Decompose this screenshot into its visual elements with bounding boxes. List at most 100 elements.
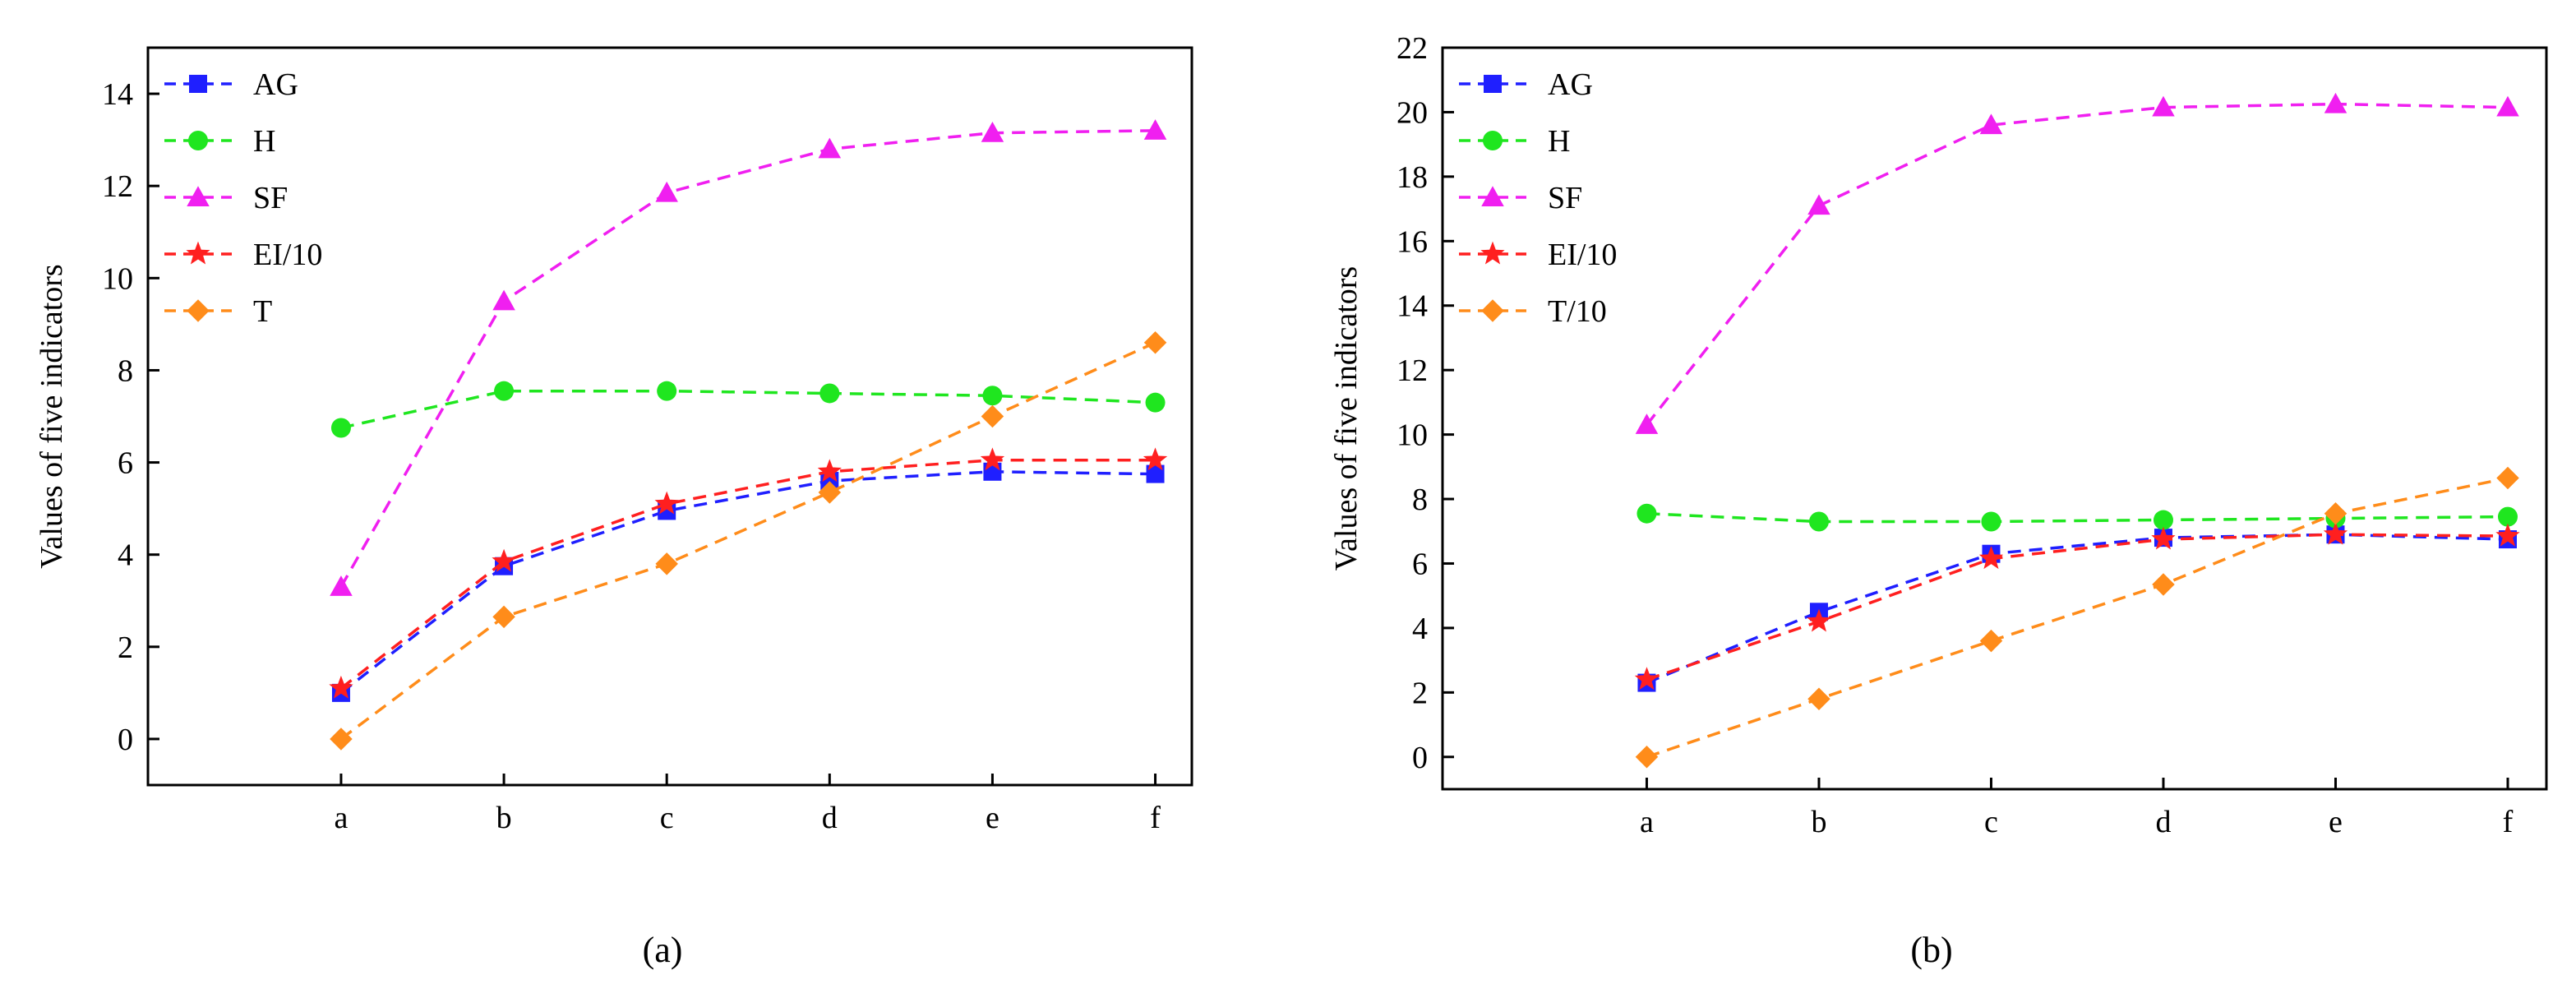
x-tick-label: d [822, 801, 838, 835]
data-point-t [330, 728, 353, 751]
legend-label: EI/10 [253, 238, 322, 272]
series-line-sf [339, 129, 1156, 588]
series-line-t [339, 341, 1156, 741]
y-tick-label: 12 [102, 169, 133, 204]
data-point-h [330, 418, 351, 438]
y-tick-label: 16 [1396, 224, 1428, 259]
data-point-t-10 [1807, 687, 1830, 710]
y-tick-label: 0 [118, 723, 133, 757]
x-tick-label: e [986, 801, 999, 835]
data-point-ei-10 [817, 459, 842, 483]
data-point-t [655, 552, 678, 575]
plot-frame [1441, 46, 2548, 791]
x-tick-label: c [1984, 805, 1998, 839]
data-point-t [981, 404, 1004, 428]
series-line-sf [1646, 102, 2509, 426]
data-point-h [1637, 503, 1657, 524]
data-point-t-10 [1635, 746, 1659, 769]
series-line-t-10 [1646, 476, 2509, 759]
y-tick-label: 8 [1412, 483, 1428, 517]
y-axis-title: Values of five indicators [35, 264, 69, 568]
x-tick-label: a [1640, 805, 1654, 839]
data-point-sf [818, 137, 842, 159]
data-point-h [1981, 511, 2001, 532]
data-point-ei-10 [2495, 523, 2520, 547]
data-point-sf [981, 121, 1004, 142]
y-tick-label: 10 [1396, 418, 1428, 453]
data-point-sf [2496, 95, 2519, 117]
data-point-t-10 [1979, 629, 2003, 653]
chart-panel-b: 0 2 4 6 8 10 12 14 16 18 20 22 a b c d e f Values of five … [1329, 31, 2548, 839]
series-line-ei-10 [339, 459, 1156, 690]
data-point-sf [1979, 113, 2003, 135]
y-tick-label: 14 [102, 77, 133, 112]
data-point-t-10 [2324, 501, 2347, 525]
data-point-ei-10 [492, 548, 516, 572]
x-tick-label: a [335, 801, 349, 835]
y-tick-label: 22 [1396, 31, 1428, 66]
legend-label: H [253, 124, 275, 159]
legend-label: AG [1548, 67, 1593, 102]
data-point-sf [2324, 92, 2347, 113]
legend-label: SF [1548, 181, 1582, 215]
series-line-ei-10 [1646, 533, 2509, 681]
y-tick-label: 2 [1412, 676, 1428, 710]
legend-marker [1481, 299, 1504, 322]
data-point-ei-10 [329, 675, 353, 699]
data-point-sf [1807, 194, 1830, 215]
y-tick-label: 18 [1396, 160, 1428, 195]
y-tick-label: 12 [1396, 353, 1428, 388]
y-tick-label: 6 [118, 446, 133, 481]
y-tick-label: 4 [1412, 612, 1428, 646]
legend-marker [187, 299, 210, 322]
x-tick-label: b [1811, 805, 1826, 839]
data-point-h [657, 381, 677, 401]
x-tick-label: e [2329, 805, 2343, 839]
data-point-ei-10 [1634, 667, 1660, 691]
legend-label: H [1548, 124, 1570, 159]
data-point-ag [1146, 464, 1165, 483]
series-line-h [340, 389, 1156, 430]
data-point-t [818, 481, 842, 504]
data-point-t [1143, 331, 1167, 354]
data-point-h [819, 383, 840, 404]
y-tick-label: 2 [118, 631, 133, 665]
x-tick-label: f [1150, 801, 1161, 835]
legend-marker [186, 241, 210, 265]
x-tick-label: d [2155, 805, 2171, 839]
legend-marker [1483, 131, 1503, 150]
data-point-h [1808, 511, 1829, 532]
panel-caption-b: (b) [1910, 930, 1952, 970]
data-point-sf [1635, 413, 1659, 434]
data-point-sf [655, 181, 678, 202]
legend-marker [1484, 75, 1502, 93]
data-point-h [982, 386, 1003, 406]
data-point-sf [2152, 95, 2175, 117]
y-tick-label: 14 [1396, 289, 1428, 324]
data-point-ei-10 [2151, 526, 2176, 550]
series-line-ag [1646, 533, 2509, 685]
data-point-ei-10 [1978, 546, 2004, 570]
x-tick-label: c [660, 801, 674, 835]
legend-label: AG [253, 67, 298, 102]
data-point-h [2497, 506, 2518, 527]
x-tick-label: f [2503, 805, 2514, 839]
y-tick-label: 8 [118, 353, 133, 388]
legend-marker [189, 75, 207, 93]
series-line-ag [339, 470, 1156, 695]
data-point-ei-10 [1143, 447, 1168, 471]
legend-marker [1480, 241, 1505, 265]
data-point-h [1145, 392, 1166, 413]
legend-marker [187, 186, 210, 206]
y-tick-label: 6 [1412, 547, 1428, 581]
data-point-ei-10 [654, 491, 679, 515]
legend-label: T/10 [1548, 294, 1607, 329]
legend-label: EI/10 [1548, 238, 1617, 272]
y-tick-label: 10 [102, 261, 133, 296]
y-axis-title: Values of five indicators [1329, 266, 1364, 571]
data-point-ei-10 [980, 447, 1005, 471]
legend-marker [188, 131, 208, 150]
legend-label: T [253, 294, 272, 329]
data-point-h [494, 381, 515, 401]
